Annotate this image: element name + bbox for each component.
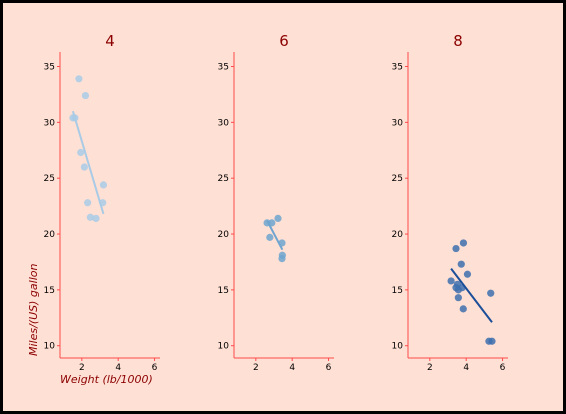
data-point <box>457 260 465 268</box>
x-tick-label: 2 <box>79 363 85 373</box>
facet-panel-4: 4 10 15 20 25 30 35 2 4 6 <box>44 32 160 373</box>
data-point <box>99 181 108 189</box>
data-point <box>80 163 88 171</box>
x-tick-label: 6 <box>152 363 158 373</box>
facet-title: 4 <box>105 32 115 50</box>
x-tick-label: 4 <box>463 363 469 373</box>
y-tick-label: 15 <box>392 286 403 296</box>
data-point <box>75 75 83 83</box>
data-point <box>459 239 468 247</box>
x-tick-label: 6 <box>326 363 332 373</box>
data-point <box>77 148 85 157</box>
y-tick-label: 35 <box>218 63 229 73</box>
data-point <box>274 214 282 223</box>
data-point <box>81 91 90 100</box>
data-point <box>487 289 495 297</box>
trend-line <box>71 110 105 215</box>
data-point <box>454 286 462 294</box>
y-tick-label: 10 <box>218 342 230 352</box>
data-point <box>488 337 496 345</box>
trend-line <box>450 268 493 323</box>
trend-line <box>266 220 284 251</box>
data-point <box>86 213 94 221</box>
y-tick-label: 20 <box>392 230 404 240</box>
y-tick-label: 30 <box>392 118 404 128</box>
facet-title: 6 <box>279 32 289 50</box>
y-tick-label: 25 <box>392 174 403 184</box>
y-tick-label: 15 <box>218 286 229 296</box>
facet-title: 8 <box>453 32 463 50</box>
data-point <box>459 305 467 313</box>
x-tick-label: 4 <box>115 363 121 373</box>
y-tick-label: 25 <box>218 174 229 184</box>
data-point <box>452 244 460 253</box>
y-axis-title: Miles/(US) gallon <box>27 264 40 356</box>
x-axis-title: Weight (lb/1000) <box>60 373 153 386</box>
y-tick-label: 20 <box>218 230 230 240</box>
data-point <box>454 294 462 302</box>
facet-panel-6: 6 10 15 20 25 30 35 2 4 6 <box>218 32 334 373</box>
data-point <box>463 270 472 278</box>
data-point <box>278 255 286 263</box>
y-tick-label: 35 <box>44 63 55 73</box>
chart-frame <box>3 3 563 411</box>
y-tick-label: 35 <box>392 63 403 73</box>
y-tick-label: 15 <box>44 286 55 296</box>
data-point <box>447 277 455 285</box>
data-point <box>84 199 92 207</box>
facet-panel-8: 8 10 15 20 25 30 35 2 4 6 <box>392 32 508 373</box>
x-tick-label: 2 <box>427 363 433 373</box>
y-tick-label: 25 <box>44 174 55 184</box>
x-tick-label: 2 <box>253 363 259 373</box>
x-tick-label: 4 <box>289 363 295 373</box>
data-point <box>266 233 274 241</box>
y-tick-label: 10 <box>44 342 56 352</box>
y-tick-label: 30 <box>218 118 230 128</box>
y-tick-label: 10 <box>392 342 404 352</box>
x-tick-label: 6 <box>500 363 506 373</box>
data-point <box>92 214 100 223</box>
facet-panels: 4 10 15 20 25 30 35 2 4 6 6 10 15 20 25 30 35 2 4 6 8 10 15 20 2… <box>44 32 508 373</box>
y-tick-label: 20 <box>44 230 56 240</box>
y-tick-label: 30 <box>44 118 56 128</box>
